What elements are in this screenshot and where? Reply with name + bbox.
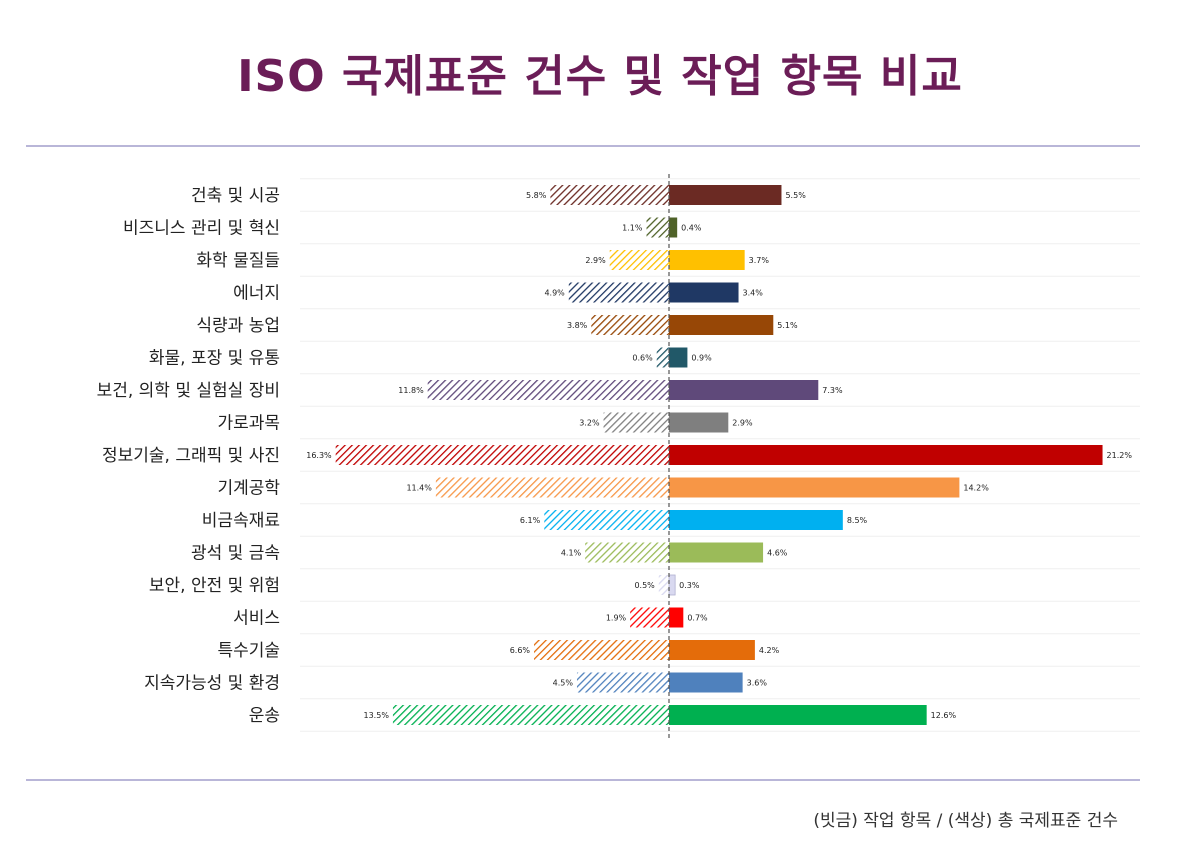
solid-bar xyxy=(669,672,743,693)
category-label: 보안, 안전 및 위험 xyxy=(149,576,280,596)
category-label: 운송 xyxy=(249,706,280,726)
hatched-value-label: 5.8% xyxy=(526,191,547,200)
category-label: 에너지 xyxy=(233,284,280,304)
category-label: 특수기술 xyxy=(217,641,280,661)
hatched-value-label: 3.8% xyxy=(567,321,588,330)
solid-value-label: 14.2% xyxy=(963,484,989,493)
hatched-value-label: 1.9% xyxy=(606,614,627,623)
hatched-bar xyxy=(392,705,669,725)
hatched-bars xyxy=(335,185,669,725)
chart-title: ISO 국제표준 건수 및 작업 항목 비교 xyxy=(237,51,963,102)
category-label: 서비스 xyxy=(233,609,280,629)
value-labels: 5.8% 5.5% 1.1% 0.4% 2.9% 3.7% 4.9% 3.4% 3.8% 5.1%… xyxy=(306,191,1132,720)
hatched-value-label: 6.6% xyxy=(510,646,531,655)
category-label: 광석 및 금속 xyxy=(191,544,280,564)
solid-bar xyxy=(669,445,1103,465)
hatched-value-label: 4.9% xyxy=(544,289,565,298)
hatched-bar xyxy=(630,607,669,628)
solid-bar xyxy=(669,607,684,628)
category-label: 지속가능성 및 환경 xyxy=(144,674,280,694)
category-label: 비금속재료 xyxy=(202,511,280,531)
solid-value-label: 0.7% xyxy=(687,614,708,623)
solid-bar xyxy=(669,282,739,303)
solid-value-label: 5.5% xyxy=(785,191,806,200)
solid-bar xyxy=(668,574,676,596)
solid-bar xyxy=(669,315,774,335)
hatched-bar xyxy=(568,282,669,303)
solid-bar xyxy=(669,380,819,400)
hatched-bar xyxy=(646,217,669,238)
category-label: 식량과 농업 xyxy=(196,316,280,336)
hatched-value-label: 4.5% xyxy=(553,679,574,688)
hatched-value-label: 2.9% xyxy=(585,256,606,265)
category-label: 화물, 포장 및 유통 xyxy=(149,349,280,369)
solid-bar xyxy=(669,347,688,368)
solid-value-label: 4.6% xyxy=(767,549,788,558)
solid-bars xyxy=(668,185,1103,725)
hatched-bar xyxy=(550,185,669,205)
hatched-value-label: 6.1% xyxy=(520,516,541,525)
hatched-bar xyxy=(585,542,669,563)
hatched-bar xyxy=(534,640,669,660)
hatched-bar xyxy=(603,412,669,433)
solid-value-label: 5.1% xyxy=(777,321,798,330)
category-label: 화학 물질들 xyxy=(196,251,280,271)
hatched-bar xyxy=(435,477,669,498)
hatched-value-label: 0.6% xyxy=(632,354,653,363)
hatched-bar xyxy=(335,445,669,465)
hatched-value-label: 3.2% xyxy=(579,419,600,428)
solid-bar xyxy=(669,412,729,433)
hatched-value-label: 11.8% xyxy=(398,386,424,395)
solid-value-label: 7.3% xyxy=(822,386,843,395)
hatched-value-label: 1.1% xyxy=(622,224,643,233)
hatched-bar xyxy=(427,380,669,400)
solid-bar xyxy=(669,185,782,205)
hatched-value-label: 0.5% xyxy=(634,581,655,590)
solid-bar xyxy=(669,217,678,238)
solid-value-label: 0.9% xyxy=(691,354,712,363)
solid-value-label: 0.3% xyxy=(679,581,700,590)
top-divider xyxy=(26,145,1140,147)
solid-value-label: 4.2% xyxy=(759,646,780,655)
solid-bar xyxy=(669,640,755,660)
category-label: 비즈니스 관리 및 혁신 xyxy=(123,219,280,239)
solid-value-label: 2.9% xyxy=(732,419,753,428)
solid-value-label: 12.6% xyxy=(931,711,957,720)
category-label: 정보기술, 그래픽 및 사진 xyxy=(102,446,280,466)
solid-value-label: 3.6% xyxy=(747,679,768,688)
solid-bar xyxy=(669,250,745,270)
hatched-value-label: 13.5% xyxy=(364,711,390,720)
solid-bar xyxy=(669,477,960,498)
solid-value-label: 8.5% xyxy=(847,516,868,525)
solid-value-label: 21.2% xyxy=(1107,451,1133,460)
hatched-value-label: 4.1% xyxy=(561,549,582,558)
hatched-bar xyxy=(591,315,669,335)
hatched-bar xyxy=(576,672,669,693)
solid-bar xyxy=(669,510,843,530)
category-label: 기계공학 xyxy=(217,479,280,499)
solid-value-label: 0.4% xyxy=(681,224,702,233)
hatched-value-label: 16.3% xyxy=(306,451,332,460)
solid-value-label: 3.7% xyxy=(749,256,770,265)
hatched-bar xyxy=(658,575,669,595)
bottom-divider xyxy=(26,779,1140,781)
hatched-bar xyxy=(544,510,669,530)
category-label: 건축 및 시공 xyxy=(191,186,280,206)
hatched-bar xyxy=(656,347,669,368)
solid-bar xyxy=(669,542,764,563)
hatched-bar xyxy=(609,250,669,270)
grid-lines xyxy=(300,178,1140,732)
solid-value-label: 3.4% xyxy=(743,289,764,298)
legend-caption: (빗금) 작업 항목 / (색상) 총 국제표준 건수 xyxy=(813,811,1118,831)
solid-bar xyxy=(669,705,927,725)
category-label: 보건, 의학 및 실험실 장비 xyxy=(97,381,280,401)
hatched-value-label: 11.4% xyxy=(406,484,432,493)
category-label: 가로과목 xyxy=(217,414,280,434)
